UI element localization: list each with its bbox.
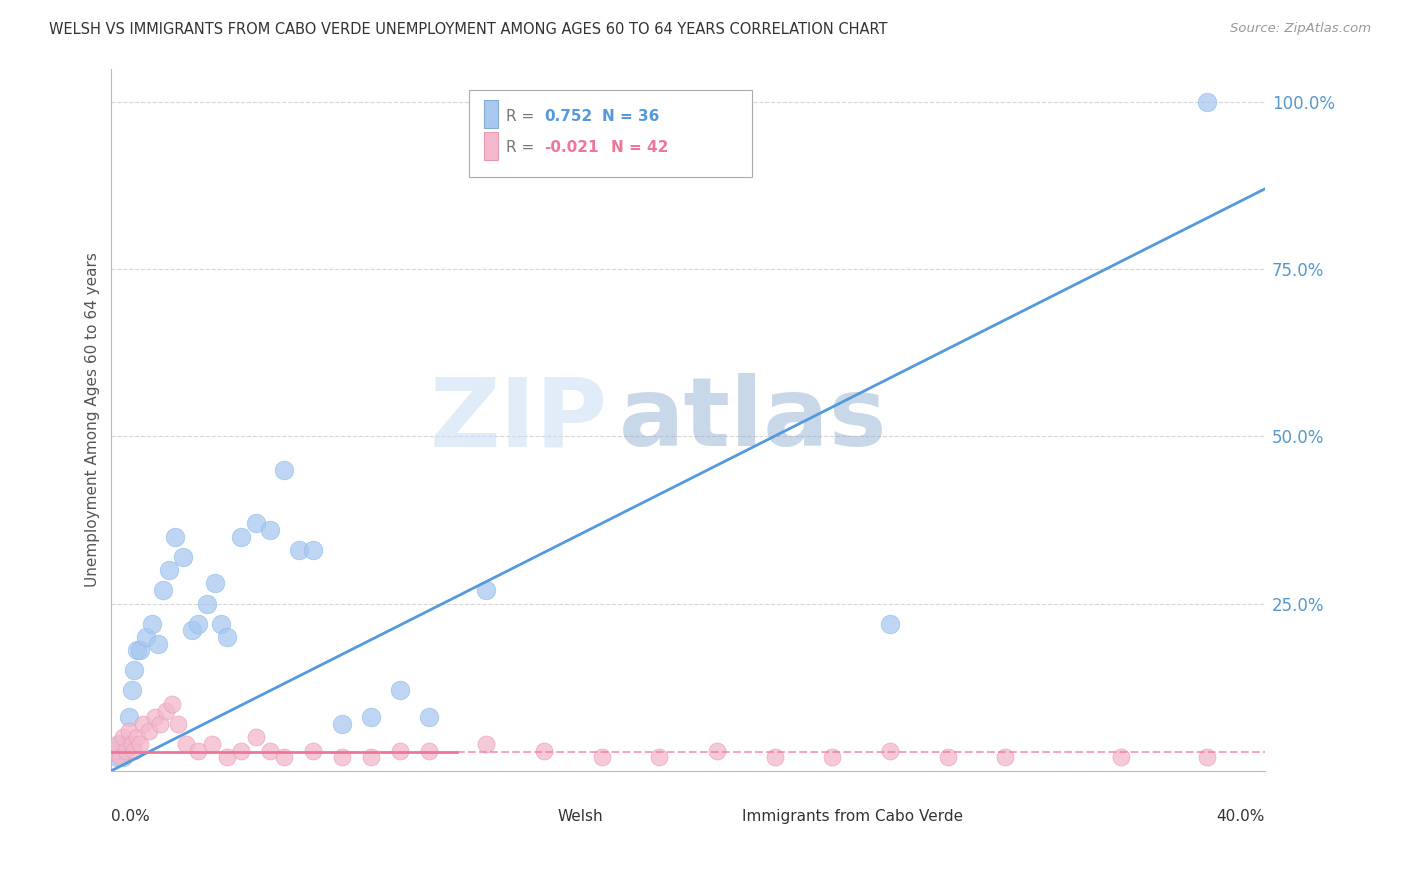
Point (879, 744, 901, 758)
Point (330, 717, 353, 731)
Point (936, 750, 959, 764)
Point (1197, 750, 1219, 764)
Point (127, 731, 149, 745)
Point (129, 737, 152, 751)
Point (166, 717, 188, 731)
Point (129, 643, 152, 657)
Point (201, 737, 224, 751)
Text: WELSH VS IMMIGRANTS FROM CABO VERDE UNEMPLOYMENT AMONG AGES 60 TO 64 YEARS CORRE: WELSH VS IMMIGRANTS FROM CABO VERDE UNEM… (49, 22, 887, 37)
Point (163, 530, 186, 544)
Point (187, 616, 209, 631)
Point (330, 750, 353, 764)
Point (302, 744, 325, 758)
Point (475, 737, 498, 751)
Point (763, 750, 786, 764)
Point (187, 744, 209, 758)
Point (146, 637, 169, 651)
Text: -0.021: -0.021 (544, 140, 599, 155)
Point (209, 616, 232, 631)
Bar (520, 800, 550, 822)
Point (121, 737, 143, 751)
Point (418, 744, 440, 758)
Point (204, 576, 226, 591)
Text: N = 42: N = 42 (610, 140, 668, 155)
Point (152, 583, 174, 598)
Point (231, 530, 253, 544)
Point (1197, 95, 1219, 109)
Point (108, 750, 131, 764)
Point (994, 750, 1017, 764)
Point (105, 737, 128, 751)
Bar (484, 132, 498, 160)
Point (418, 710, 440, 724)
Point (706, 744, 728, 758)
FancyBboxPatch shape (470, 89, 752, 178)
Point (273, 463, 295, 477)
Point (127, 643, 149, 657)
Point (245, 731, 267, 745)
Y-axis label: Unemployment Among Ages 60 to 64 years: Unemployment Among Ages 60 to 64 years (86, 252, 100, 587)
Bar (706, 800, 734, 822)
Point (215, 750, 238, 764)
Text: Welsh: Welsh (558, 809, 603, 824)
Point (111, 750, 134, 764)
Point (108, 737, 131, 751)
Point (103, 744, 125, 758)
Point (111, 731, 134, 745)
Point (114, 744, 136, 758)
Text: R =: R = (506, 140, 538, 155)
Point (648, 750, 671, 764)
Point (155, 704, 177, 718)
Bar (484, 100, 498, 128)
Text: ZIP: ZIP (429, 373, 607, 467)
Point (173, 549, 195, 564)
Point (118, 710, 141, 724)
Point (195, 597, 218, 611)
Point (135, 630, 157, 644)
Point (259, 744, 281, 758)
Point (245, 516, 267, 531)
Point (259, 523, 281, 537)
Point (105, 750, 128, 764)
Point (118, 723, 141, 738)
Point (124, 664, 146, 678)
Point (360, 750, 382, 764)
Text: atlas: atlas (619, 373, 887, 467)
Point (157, 563, 180, 577)
Point (215, 630, 238, 644)
Text: 0.0%: 0.0% (111, 809, 150, 824)
Text: Immigrants from Cabo Verde: Immigrants from Cabo Verde (742, 809, 963, 824)
Point (132, 717, 155, 731)
Point (360, 710, 382, 724)
Point (273, 750, 295, 764)
Point (388, 744, 411, 758)
Point (879, 616, 901, 631)
Text: Source: ZipAtlas.com: Source: ZipAtlas.com (1230, 22, 1371, 36)
Point (114, 737, 136, 751)
Point (103, 744, 125, 758)
Text: 0.752: 0.752 (544, 109, 592, 124)
Point (475, 583, 498, 598)
Text: N = 36: N = 36 (602, 109, 659, 124)
Point (121, 683, 143, 698)
Point (181, 624, 204, 638)
Point (143, 710, 166, 724)
Point (821, 750, 844, 764)
Text: R =: R = (506, 109, 538, 124)
Point (533, 744, 555, 758)
Point (124, 744, 146, 758)
Point (160, 697, 183, 711)
Text: 40.0%: 40.0% (1216, 809, 1265, 824)
Point (302, 543, 325, 558)
Point (288, 543, 311, 558)
Point (138, 723, 160, 738)
Point (388, 683, 411, 698)
Point (141, 616, 163, 631)
Point (591, 750, 613, 764)
Point (149, 717, 172, 731)
Point (1109, 750, 1132, 764)
Point (231, 744, 253, 758)
Point (176, 737, 198, 751)
